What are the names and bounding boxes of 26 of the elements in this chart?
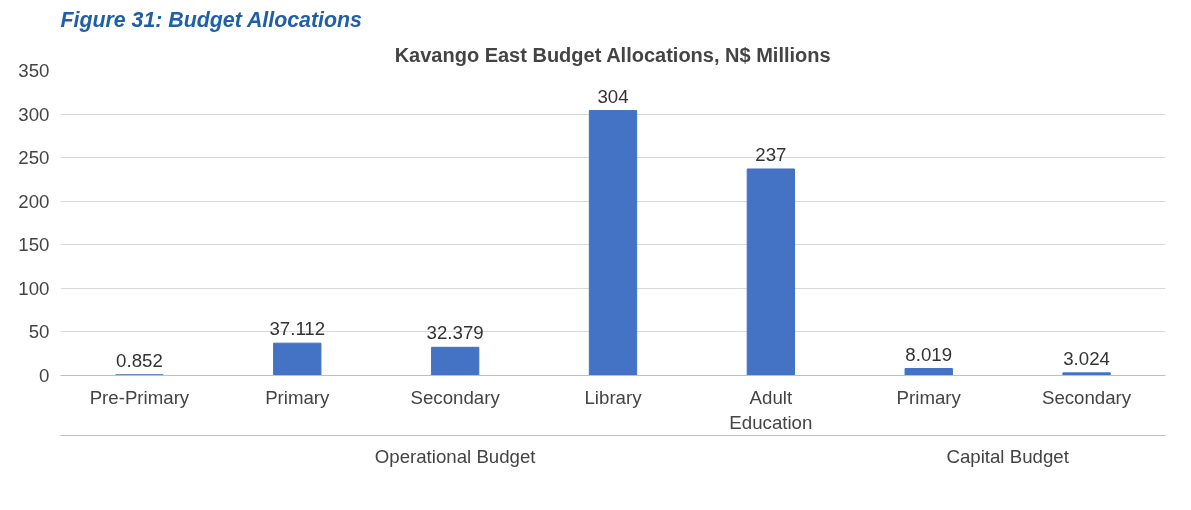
x-tick-label: Secondary: [1041, 386, 1132, 408]
x-tick-label: Library: [584, 386, 643, 408]
data-label: 237: [755, 143, 787, 165]
data-label: 8.019: [905, 343, 953, 365]
y-tick-label: 50: [28, 321, 50, 343]
y-tick-label: 350: [18, 60, 50, 81]
y-tick-label: 100: [18, 277, 50, 299]
y-tick-label: 150: [18, 234, 50, 256]
data-label: 3.024: [1063, 347, 1110, 369]
x-tick-label: Primary: [896, 386, 962, 408]
text: Operational Budget: [374, 445, 537, 467]
data-label: 37.112: [269, 318, 326, 340]
chart-title: Kavango East Budget Allocations, N$ Millions: [394, 43, 831, 66]
x-tick-label: Secondary: [410, 386, 501, 408]
x-tick-label: Pre-Primary: [89, 386, 190, 408]
x-tick-label: Adult Education: [729, 386, 813, 433]
data-label: 32.379: [426, 322, 484, 344]
data-label: 0.852: [116, 349, 163, 371]
y-tick-label: 200: [18, 190, 50, 212]
caption: Figure 31: Budget Allocations: [60, 7, 363, 32]
data-label: 304: [597, 85, 629, 107]
y-tick-label: 300: [18, 103, 50, 125]
text: Capital Budget: [946, 445, 1070, 467]
y-tick-label: 250: [18, 147, 50, 169]
x-tick-label: Primary: [265, 386, 331, 408]
y-tick-label: 0: [39, 365, 50, 386]
